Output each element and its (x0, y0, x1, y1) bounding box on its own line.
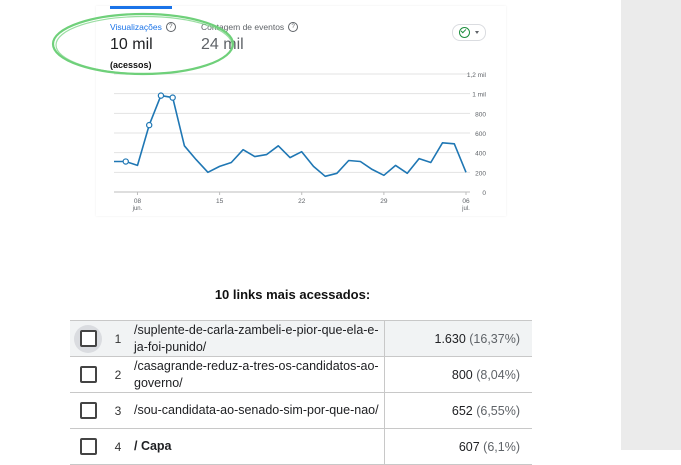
x-tick-label: 22 (298, 198, 306, 205)
data-point (146, 121, 153, 129)
x-tick-label: 15 (216, 198, 224, 205)
caret-down-icon (475, 31, 479, 34)
x-tick-month-label: jul. (461, 206, 470, 212)
row-checkbox[interactable] (79, 401, 97, 419)
table-row[interactable]: 3 /sou-candidata-ao-senado-sim-por-que-n… (70, 392, 532, 429)
y-tick-label: 1 mil (472, 92, 486, 99)
row-checkbox[interactable] (79, 437, 97, 455)
row-checkbox[interactable] (79, 365, 97, 383)
y-tick-label: 1,2 mil (467, 72, 487, 79)
y-tick-label: 800 (475, 111, 486, 118)
row-percent: (16,37%) (469, 331, 520, 346)
row-number: 2 (106, 356, 130, 393)
row-percent: (8,04%) (476, 367, 520, 382)
row-path[interactable]: / Capa (130, 428, 385, 465)
row-number: 1 (106, 320, 130, 357)
table-row[interactable]: 2 /casagrande-reduz-a-tres-os-candidatos… (70, 356, 532, 393)
data-point (122, 158, 129, 165)
active-metric-indicator (110, 6, 172, 9)
row-path[interactable]: /suplente-de-carla-zambeli-e-pior-que-el… (130, 320, 385, 357)
status-dropdown-button[interactable] (452, 24, 486, 41)
row-checkbox[interactable] (79, 329, 97, 347)
table-row[interactable]: 1 /suplente-de-carla-zambeli-e-pior-que-… (70, 320, 532, 357)
row-path[interactable]: /casagrande-reduz-a-tres-os-candidatos-a… (130, 356, 385, 393)
analytics-card: Visualizações ? 10 mil (acessos) Contage… (96, 6, 506, 216)
row-count: 652 (451, 403, 473, 418)
metric-views[interactable]: Visualizações ? 10 mil (acessos) (110, 22, 176, 70)
x-tick-label: 08 (134, 198, 142, 205)
metric-views-value: 10 mil (110, 36, 153, 53)
side-panel (621, 0, 681, 450)
data-point (157, 92, 165, 99)
x-tick-label: 06 (462, 198, 470, 205)
help-icon[interactable]: ? (165, 22, 176, 32)
row-percent: (6,55%) (476, 403, 520, 418)
highlight-circle (51, 12, 235, 76)
row-count: 800 (451, 367, 473, 382)
y-tick-label: 0 (482, 190, 486, 197)
check-circle-icon (459, 27, 470, 38)
data-point (169, 94, 176, 101)
table-row[interactable]: 4 / Capa 607 (6,1%) (70, 428, 532, 465)
y-tick-label: 200 (475, 170, 486, 177)
x-tick-label: 29 (380, 198, 388, 205)
row-number: 3 (106, 392, 130, 429)
table-title: 10 links mais acessados: (214, 287, 371, 302)
series-line (114, 94, 467, 178)
x-tick-month-label: jun. (132, 206, 143, 212)
row-number: 4 (106, 428, 130, 465)
links-table: 1 /suplente-de-carla-zambeli-e-pior-que-… (70, 320, 532, 465)
metric-views-note: (acessos) (110, 60, 152, 70)
row-path[interactable]: /sou-candidata-ao-senado-sim-por-que-nao… (130, 392, 385, 429)
metric-views-label: Visualizações (110, 22, 162, 32)
y-tick-label: 400 (475, 151, 486, 158)
metric-events-label: Contagem de eventos (201, 22, 285, 32)
row-count: 607 (458, 439, 480, 454)
row-count: 1.630 (434, 331, 466, 346)
row-percent: (6,1%) (483, 439, 520, 454)
y-tick-label: 600 (475, 131, 486, 138)
help-icon[interactable]: ? (288, 22, 299, 32)
